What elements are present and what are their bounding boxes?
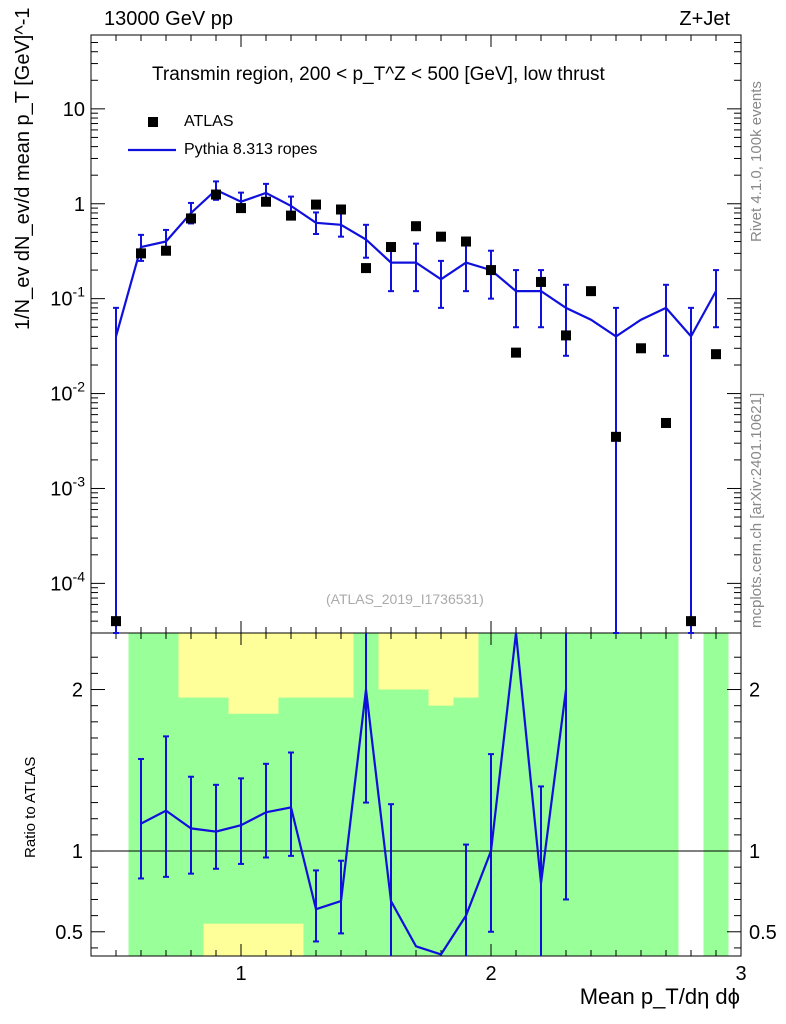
atlas-point: [386, 242, 396, 253]
ratio-band-inner: [603, 633, 629, 956]
atlas-point: [636, 343, 646, 354]
y-tick-label: 10-1: [50, 284, 85, 311]
atlas-point: [311, 199, 321, 210]
ratio-tick-label: 2: [72, 680, 83, 702]
ratio-band-inner: [428, 705, 454, 956]
ratio-tick-label: 0.5: [55, 922, 83, 944]
atlas-point: [686, 616, 696, 627]
ratio-band-inner: [628, 633, 654, 956]
ratio-tick-label-right: 1: [749, 841, 760, 863]
ratio-band-inner: [503, 633, 529, 956]
atlas-point: [611, 431, 621, 442]
atlas-point: [486, 265, 496, 276]
ratio-band-inner: [403, 689, 429, 956]
ratio-axis-label: Ratio to ATLAS: [22, 756, 39, 858]
atlas-point: [261, 196, 271, 207]
y-tick-label: 10-4: [50, 568, 85, 595]
atlas-point: [436, 231, 446, 242]
analysis-watermark: (ATLAS_2019_I1736531): [326, 591, 484, 607]
ratio-line: [140, 633, 568, 956]
ratio-band-inner: [653, 633, 679, 956]
atlas-point: [561, 330, 571, 341]
atlas-point: [236, 203, 246, 214]
atlas-point: [286, 210, 296, 221]
atlas-point: [186, 213, 196, 224]
legend-atlas-marker: [148, 117, 158, 127]
y-tick-label: 10-3: [50, 473, 85, 500]
ratio-tick-label: 1: [72, 841, 83, 863]
y-tick-label: 1: [74, 194, 85, 216]
ratio-tick-label-right: 0.5: [749, 922, 777, 944]
ratio-band-inner: [578, 633, 604, 956]
collision-label: 13000 GeV pp: [104, 8, 233, 30]
mcplots-credit-label: mcplots.cern.ch [arXiv:2401.10621]: [748, 392, 765, 628]
atlas-point: [411, 221, 421, 232]
x-tick-label: 2: [485, 963, 496, 985]
atlas-point: [511, 347, 521, 358]
atlas-point: [361, 263, 371, 274]
atlas-point: [136, 248, 146, 259]
ratio-tick-label-right: 2: [749, 680, 760, 702]
atlas-point: [711, 349, 721, 360]
atlas-point: [461, 236, 471, 247]
y-axis-label: 1/N_ev dN_ev/d mean p_T [GeV]^-1: [12, 7, 34, 330]
atlas-point: [161, 245, 171, 256]
atlas-point: [211, 189, 221, 200]
process-label: Z+Jet: [679, 8, 730, 30]
y-tick-label: 10-2: [50, 379, 85, 406]
atlas-point: [111, 616, 121, 627]
legend-pythia: Pythia 8.313 ropes: [184, 141, 318, 158]
chart-title-text: Transmin region, 200 < p_T^Z < 500 [GeV]…: [152, 64, 605, 85]
rivet-version-label: Rivet 4.1.0, 100k events: [748, 81, 765, 242]
x-tick-label: 3: [735, 963, 746, 985]
x-axis-label: Mean p_T/dη dϕ: [579, 984, 740, 1009]
chart-title: Transmin region, 200 < p_T^Z < 500 [GeV]…: [152, 64, 605, 86]
x-tick-label: 1: [235, 963, 246, 985]
legend-atlas: ATLAS: [184, 113, 234, 130]
atlas-point: [336, 204, 346, 215]
atlas-point: [661, 417, 671, 428]
y-tick-label: 10: [63, 99, 85, 121]
atlas-point: [536, 276, 546, 287]
atlas-point: [586, 286, 596, 297]
ratio-band-inner: [703, 633, 729, 956]
